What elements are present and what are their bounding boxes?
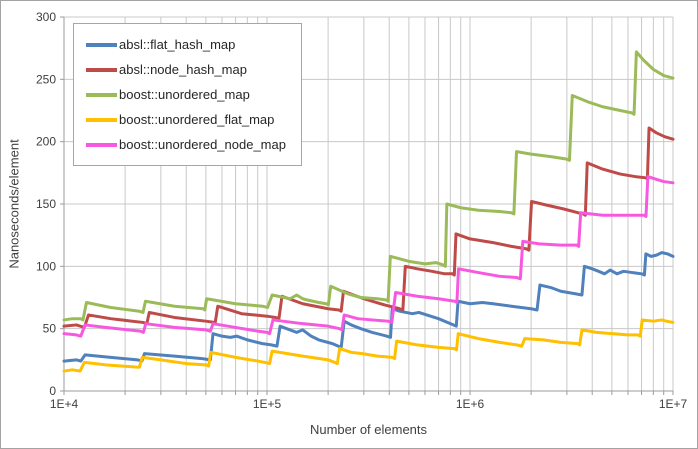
svg-text:300: 300 bbox=[36, 10, 56, 24]
legend-swatch bbox=[86, 42, 117, 47]
legend-label: absl::flat_hash_map bbox=[119, 37, 236, 52]
legend-swatch bbox=[86, 117, 117, 122]
svg-text:150: 150 bbox=[36, 197, 56, 211]
svg-text:250: 250 bbox=[36, 72, 56, 86]
legend-item-absl-flat-hash-map: absl::flat_hash_map bbox=[86, 37, 297, 52]
x-axis-title: Number of elements bbox=[309, 422, 428, 437]
series-line-absl-node-hash-map bbox=[62, 126, 675, 329]
svg-text:1E+5: 1E+5 bbox=[253, 397, 282, 411]
legend-swatch bbox=[86, 67, 117, 72]
series-line-absl-flat-hash-map bbox=[62, 251, 675, 363]
svg-text:1E+4: 1E+4 bbox=[50, 397, 79, 411]
y-axis-tick-labels: 0 50 100 150 200 250 300 bbox=[36, 10, 56, 398]
svg-text:0: 0 bbox=[49, 384, 56, 398]
y-axis-title: Nanoseconds/element bbox=[6, 139, 22, 269]
legend-swatch bbox=[86, 92, 117, 97]
legend-swatch bbox=[86, 142, 117, 147]
legend-item-boost-unordered-node-map: boost::unordered_node_map bbox=[86, 137, 297, 152]
x-axis-tick-labels: 1E+4 1E+5 1E+6 1E+7 bbox=[50, 397, 688, 411]
legend-item-boost-unordered-map: boost::unordered_map bbox=[86, 87, 297, 102]
svg-text:1E+6: 1E+6 bbox=[456, 397, 485, 411]
legend-item-boost-unordered-flat-map: boost::unordered_flat_map bbox=[86, 112, 297, 127]
series-line-boost-unordered-node-map bbox=[62, 175, 675, 338]
legend-label: boost::unordered_node_map bbox=[119, 137, 286, 152]
svg-text:1E+7: 1E+7 bbox=[659, 397, 688, 411]
legend-label: boost::unordered_flat_map bbox=[119, 112, 275, 127]
svg-text:100: 100 bbox=[36, 259, 56, 273]
axes bbox=[60, 16, 674, 395]
legend-label: boost::unordered_map bbox=[119, 87, 250, 102]
legend-item-absl-node-hash-map: absl::node_hash_map bbox=[86, 62, 297, 77]
svg-text:50: 50 bbox=[43, 322, 57, 336]
series-line-boost-unordered-map bbox=[62, 50, 675, 322]
legend-label: absl::node_hash_map bbox=[119, 62, 247, 77]
series-line-boost-unordered-flat-map bbox=[62, 318, 675, 373]
svg-text:200: 200 bbox=[36, 135, 56, 149]
